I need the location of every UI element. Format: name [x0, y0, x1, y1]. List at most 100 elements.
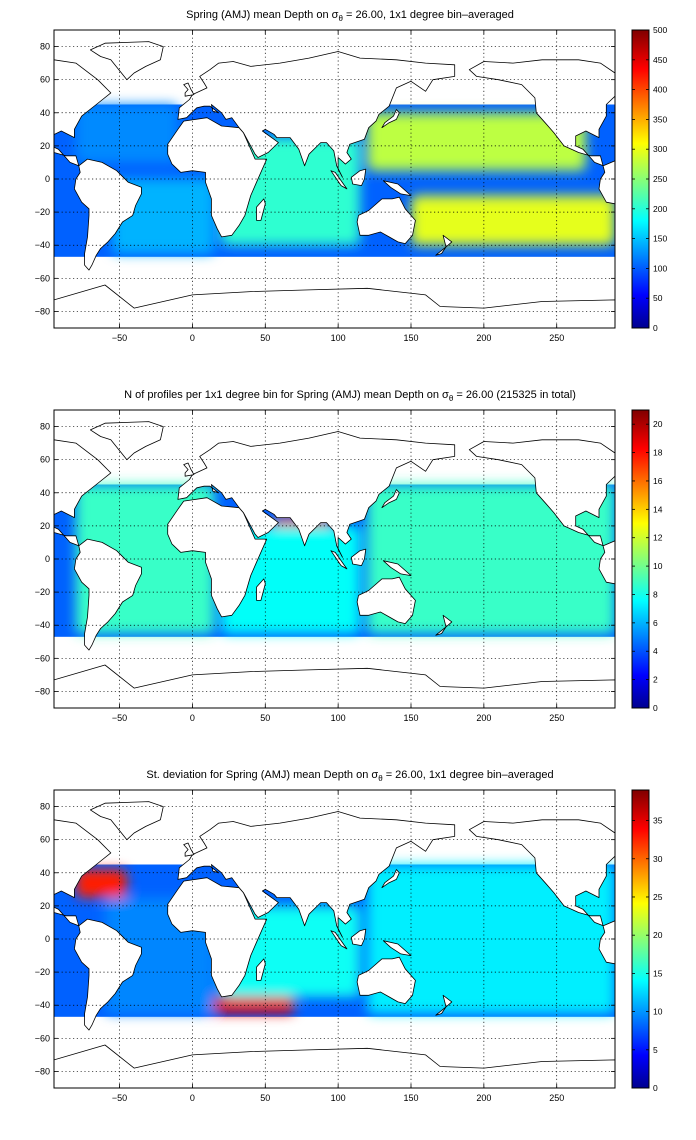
x-tick-label: 150: [403, 333, 418, 343]
y-tick-label: −60: [35, 653, 50, 663]
landmass-australia: [356, 576, 416, 624]
colorbar: 0 50 100 150 200 250 300 350 400 450 500: [631, 25, 667, 333]
x-tick-label: 200: [476, 713, 491, 723]
x-tick-label: 50: [260, 713, 270, 723]
x-tick-label: −50: [112, 333, 127, 343]
y-tick-label: −80: [35, 306, 50, 316]
coastlines: [54, 801, 615, 1088]
colorbar-tick-label: 0: [653, 703, 658, 713]
colorbar-tick-label: 10: [653, 561, 663, 571]
colorbar-tick-label: 15: [653, 968, 663, 978]
landmass-antarctica: [54, 664, 615, 708]
colorbar-tick-label: 18: [653, 448, 663, 458]
landmass-madagascar: [256, 578, 266, 601]
x-tick-label: 200: [476, 1093, 491, 1103]
landmass-africa: [167, 117, 268, 238]
colorbar-tick-label: 400: [653, 85, 667, 95]
x-tick-label: 200: [476, 333, 491, 343]
landmass-south-america: [74, 538, 142, 651]
landmass-borneo: [350, 168, 367, 187]
x-tick-label: 250: [549, 333, 564, 343]
panel-std-deviation: St. deviation for Spring (AMJ) mean Dept…: [35, 769, 663, 1103]
colorbar-gradient: [631, 789, 650, 1089]
y-tick-label: 80: [40, 42, 50, 52]
region-mark: [199, 996, 295, 1014]
y-tick-label: 0: [45, 934, 50, 944]
landmass-borneo: [350, 928, 367, 946]
colorbar-tick-label: 8: [653, 589, 658, 599]
y-tick-label: 40: [40, 868, 50, 878]
y-tick-label: 80: [40, 802, 50, 812]
y-tick-label: 20: [40, 141, 50, 151]
y-tick-label: 20: [40, 521, 50, 531]
colorbar-tick-label: 16: [653, 476, 663, 486]
landmass-australia: [356, 956, 416, 1004]
colorbar-tick-label: 0: [653, 323, 658, 333]
colorbar-gradient: [631, 409, 650, 709]
x-tick-label: 0: [190, 713, 195, 723]
landmass-africa: [167, 497, 268, 618]
landmass-madagascar: [256, 198, 266, 221]
y-tick-label: −60: [35, 273, 50, 283]
landmass-new-zealand: [435, 234, 453, 256]
landmass-japan: [381, 489, 400, 509]
colorbar-tick-label: 350: [653, 114, 667, 124]
y-tick-label: −40: [35, 240, 50, 250]
colorbar-tick-label: 20: [653, 419, 663, 429]
colorbar: 0 2 4 6 8 10 12 14 16 18 20: [631, 409, 663, 713]
x-tick-label: 0: [190, 333, 195, 343]
landmass-greenland: [90, 41, 164, 81]
y-tick-label: 0: [45, 554, 50, 564]
coastlines: [54, 41, 615, 328]
x-tick-label: 50: [260, 333, 270, 343]
landmass-north-america: [54, 819, 112, 927]
region-mark: [367, 112, 586, 171]
landmass-uk: [183, 842, 195, 857]
landmass-africa: [167, 877, 268, 998]
landmass-greenland: [90, 421, 164, 461]
landmass-new-zealand: [435, 994, 453, 1016]
landmass-new-zealand: [435, 614, 453, 636]
x-tick-label: 250: [549, 713, 564, 723]
colorbar-tick-label: 150: [653, 234, 667, 244]
y-tick-label: −80: [35, 686, 50, 696]
landmass-uk: [183, 82, 195, 97]
x-tick-label: 250: [549, 1093, 564, 1103]
landmass-japan: [381, 869, 400, 889]
colorbar-tick-label: 300: [653, 144, 667, 154]
landmass-madagascar: [256, 958, 266, 981]
landmass-australia: [356, 196, 416, 245]
colorbar-tick-label: 100: [653, 263, 667, 273]
landmass-sumatra: [330, 170, 348, 190]
y-tick-label: 60: [40, 75, 50, 85]
colorbar-tick-label: 200: [653, 204, 667, 214]
y-tick-label: −40: [35, 1000, 50, 1010]
landmass-north-america-wrap: [468, 59, 615, 205]
y-tick-label: 40: [40, 488, 50, 498]
landmass-north-america-wrap: [468, 439, 615, 585]
x-tick-label: 0: [190, 1093, 195, 1103]
chart-title: Spring (AMJ) mean Depth on σθ = 26.00, 1…: [186, 9, 514, 23]
x-tick-label: 150: [403, 1093, 418, 1103]
colorbar: 0 5 10 15 20 25 30 35: [631, 789, 663, 1093]
y-tick-label: −20: [35, 587, 50, 597]
y-tick-label: 40: [40, 108, 50, 118]
y-tick-label: −20: [35, 207, 50, 217]
landmass-new-guinea: [382, 180, 412, 197]
gridlines: [54, 410, 615, 708]
landmass-south-america: [74, 918, 142, 1031]
landmass-sumatra: [330, 930, 348, 950]
y-tick-label: 0: [45, 174, 50, 184]
landmass-borneo: [350, 548, 367, 566]
gridlines: [54, 790, 615, 1088]
landmass-south-america: [74, 158, 142, 271]
x-tick-label: 100: [331, 1093, 346, 1103]
landmass-eurasia: [177, 431, 456, 558]
region-mark: [75, 104, 178, 163]
y-tick-label: −80: [35, 1066, 50, 1076]
colorbar-tick-label: 50: [653, 293, 663, 303]
landmass-new-guinea: [382, 560, 412, 576]
